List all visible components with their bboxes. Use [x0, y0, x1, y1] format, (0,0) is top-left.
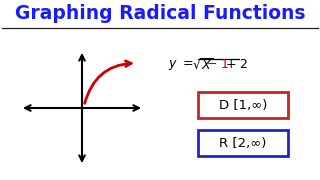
Text: $-\ 1$: $-\ 1$	[206, 58, 229, 71]
FancyBboxPatch shape	[198, 92, 288, 118]
Text: Graphing Radical Functions: Graphing Radical Functions	[15, 4, 305, 23]
FancyBboxPatch shape	[198, 130, 288, 156]
Text: R [2,∞): R [2,∞)	[219, 136, 267, 150]
Text: $\sqrt{X}$: $\sqrt{X}$	[192, 58, 214, 73]
Text: $+\ 2$: $+\ 2$	[225, 58, 248, 71]
Text: $y\ =$: $y\ =$	[168, 58, 194, 72]
Text: D [1,∞): D [1,∞)	[219, 98, 267, 111]
